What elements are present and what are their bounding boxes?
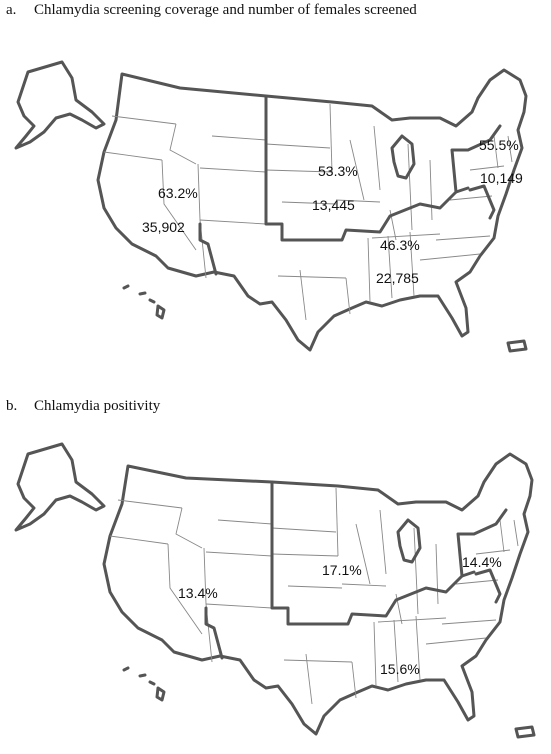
michigan-shape bbox=[396, 518, 422, 564]
hawaii-shape bbox=[122, 666, 166, 702]
alaska-shape bbox=[14, 60, 106, 150]
us-map-b bbox=[14, 442, 536, 739]
alaska-shape bbox=[14, 442, 106, 532]
south-screened: 22,785 bbox=[376, 270, 419, 286]
puerto-rico-shape bbox=[514, 725, 536, 739]
panel-b-title-text: Chlamydia positivity bbox=[34, 398, 161, 414]
contiguous-us-outline bbox=[96, 68, 528, 352]
region-borders bbox=[198, 94, 502, 276]
contiguous-us-outline bbox=[102, 452, 534, 736]
south-coverage: 46.3% bbox=[380, 237, 420, 253]
panel-b-title: b. Chlamydia positivity bbox=[6, 398, 160, 415]
region-borders bbox=[204, 480, 508, 660]
us-map-a bbox=[14, 60, 528, 353]
midwest-positivity: 17.1% bbox=[322, 562, 362, 578]
panel-b-label: b. bbox=[6, 398, 18, 414]
northeast-screened: 10,149 bbox=[480, 170, 523, 186]
northeast-coverage: 55.5% bbox=[479, 137, 519, 153]
michigan-shape bbox=[390, 134, 416, 180]
hawaii-shape bbox=[122, 284, 166, 320]
northeast-positivity: 14.4% bbox=[462, 554, 502, 570]
west-screened: 35,902 bbox=[142, 219, 185, 235]
state-borders bbox=[109, 487, 519, 705]
map-b: 13.4% 17.1% 14.4% 15.6% bbox=[14, 442, 536, 739]
map-a: 63.2% 35,902 53.3% 13,445 46.3% 22,785 5… bbox=[14, 60, 528, 353]
state-borders bbox=[103, 103, 513, 321]
west-coverage: 63.2% bbox=[158, 185, 198, 201]
panel-a-label: a. bbox=[6, 2, 17, 18]
midwest-screened: 13,445 bbox=[312, 197, 355, 213]
panel-a-title-text: Chlamydia screening coverage and number … bbox=[34, 2, 417, 18]
west-positivity: 13.4% bbox=[178, 585, 218, 601]
midwest-coverage: 53.3% bbox=[318, 163, 358, 179]
south-positivity: 15.6% bbox=[380, 661, 420, 677]
panel-a-title: a. Chlamydia screening coverage and numbe… bbox=[6, 2, 417, 19]
puerto-rico-shape bbox=[506, 339, 528, 353]
